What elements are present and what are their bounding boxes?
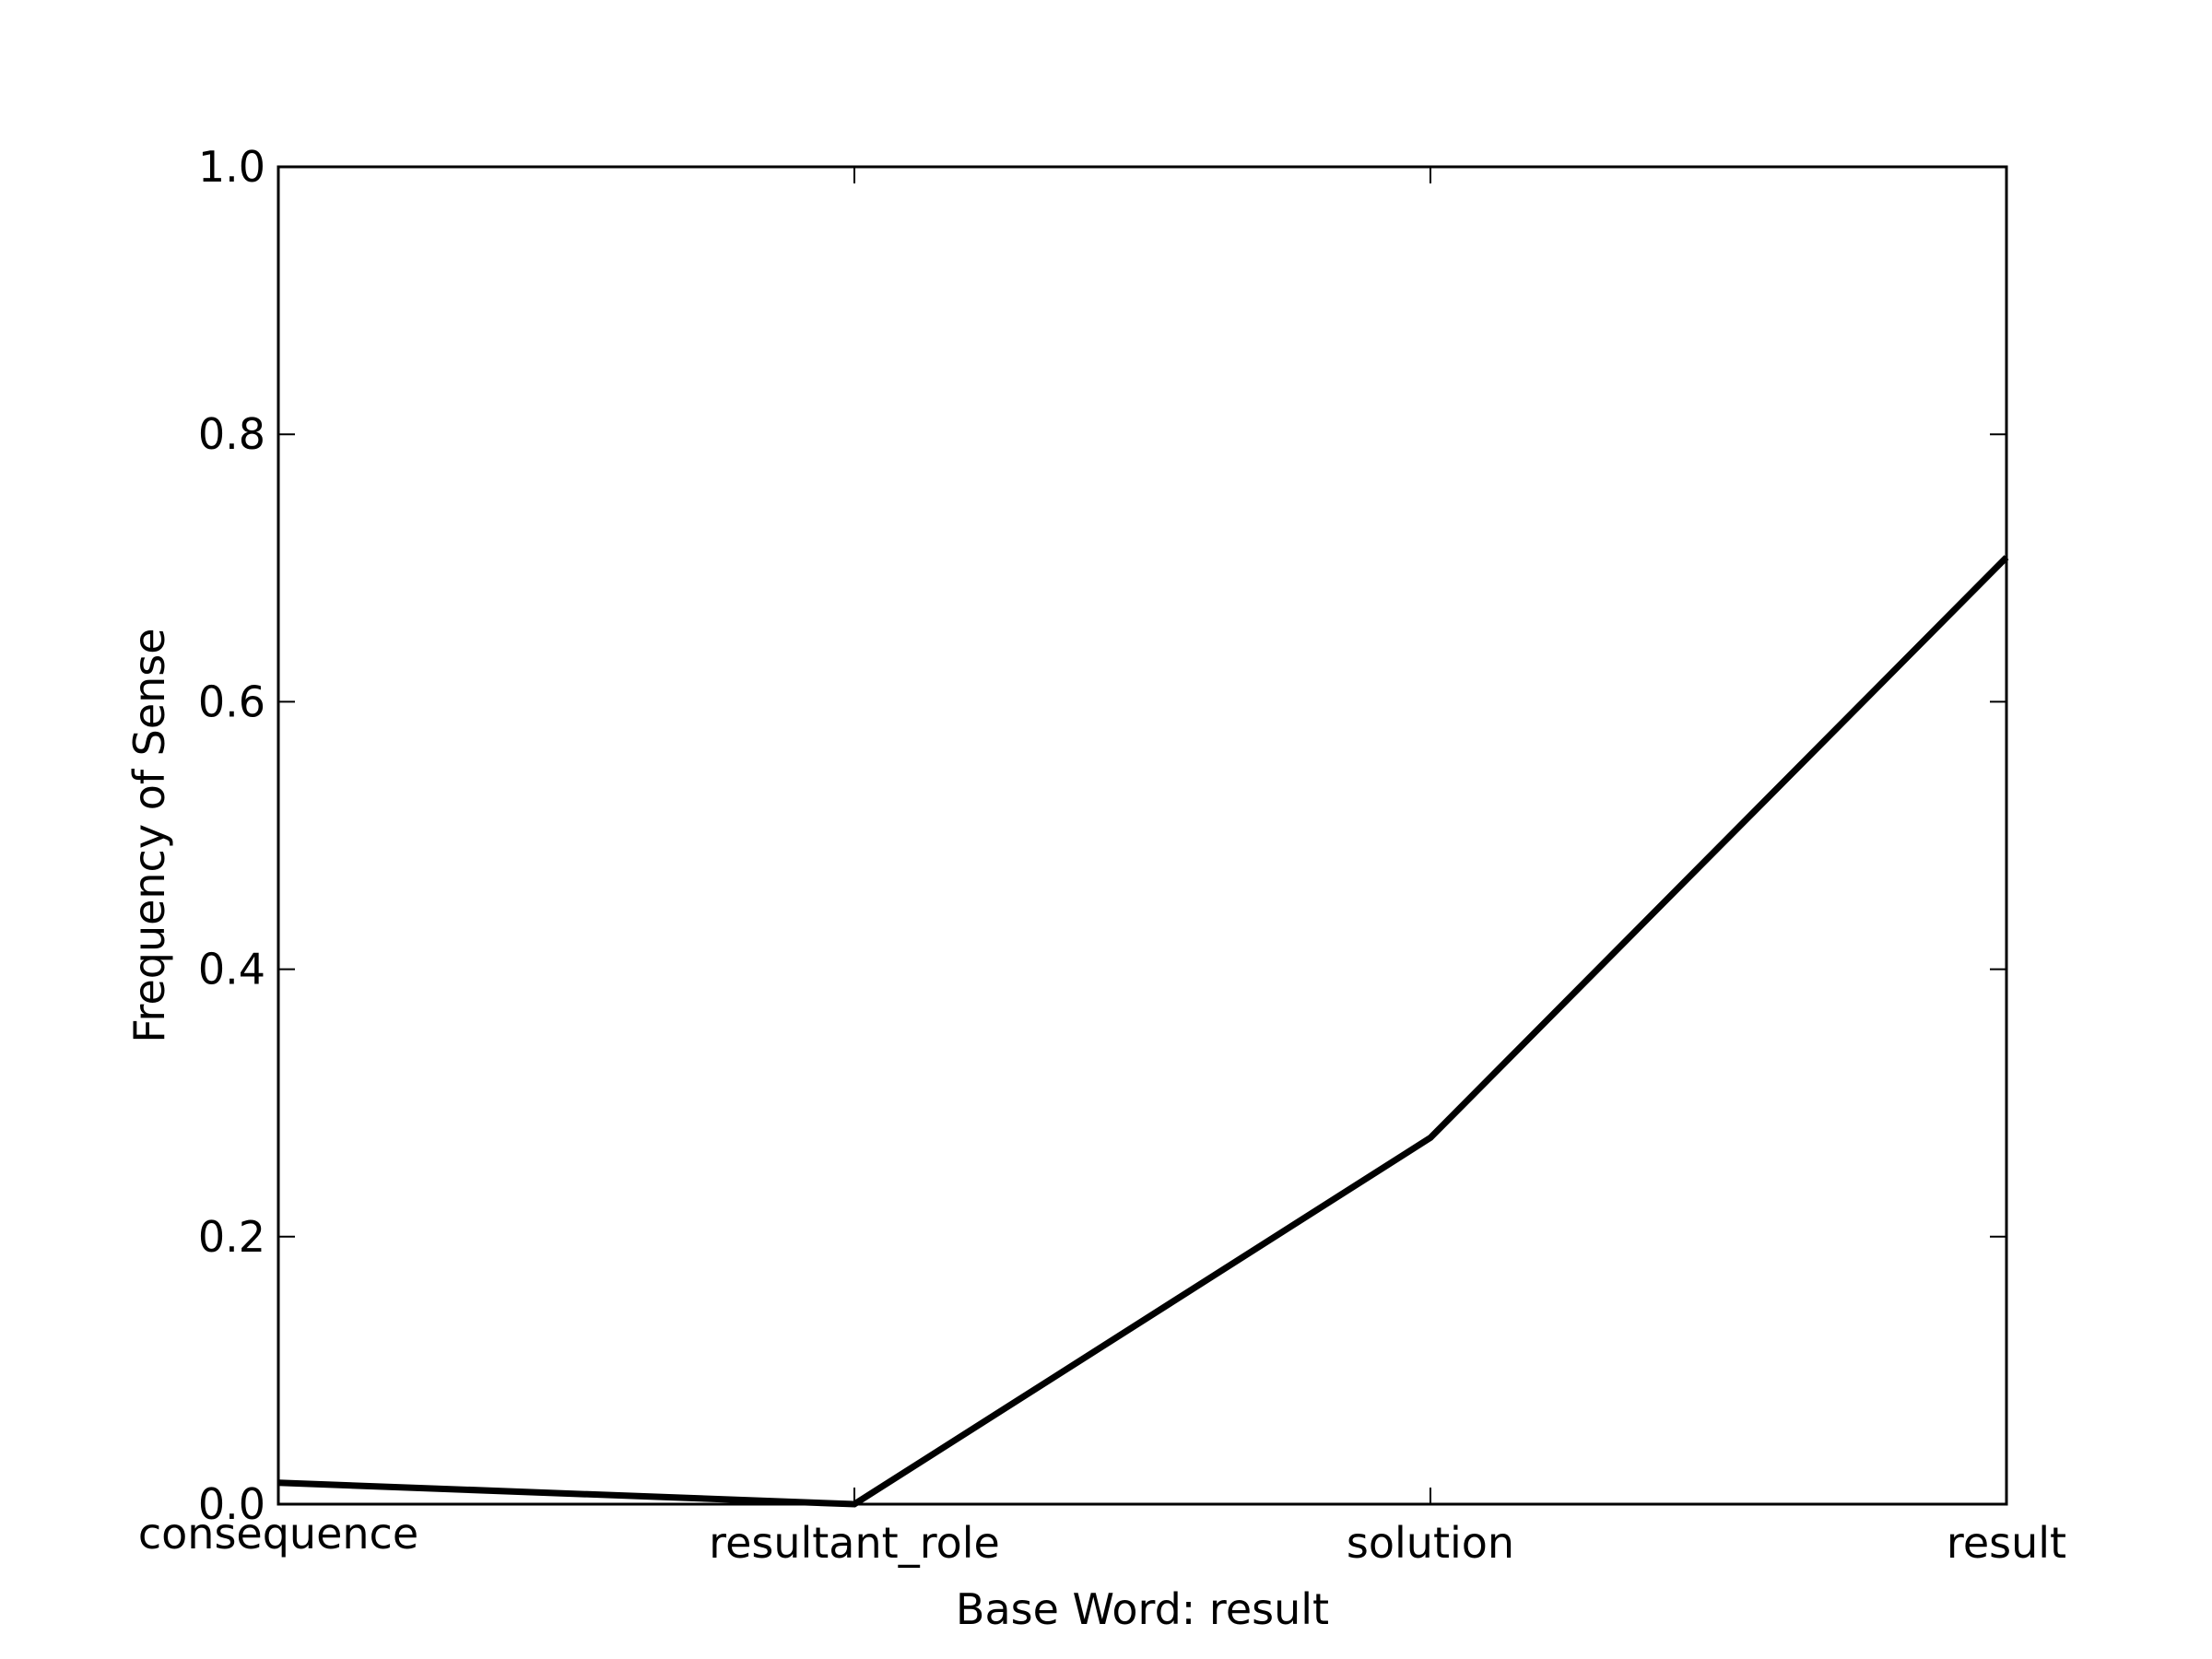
y-tick-label: 0.6: [198, 677, 265, 726]
y-tick-label: 0.8: [198, 409, 265, 459]
y-tick-label: 0.2: [198, 1212, 265, 1262]
x-tick-labels: consequence resultant_role solution result: [138, 1509, 2066, 1568]
x-tick-label: consequence: [138, 1509, 418, 1559]
plot-frame: [276, 165, 2008, 1506]
series-line: [277, 555, 2009, 1508]
x-tick-label: resultant_role: [709, 1518, 1000, 1568]
y-tick-label: 0.4: [198, 945, 265, 994]
x-tick-label: solution: [1347, 1518, 1514, 1568]
y-tick-label: 0.0: [198, 1479, 265, 1529]
y-tick-label: 1.0: [198, 142, 265, 192]
y-tick-labels: 0.0 0.2 0.4 0.6 0.8 1.0: [198, 142, 265, 1529]
x-axis-label: Base Word: result: [956, 1584, 1329, 1634]
x-tick-label: result: [1947, 1518, 2066, 1568]
tick-marks: [277, 166, 2007, 1505]
y-axis-label: Frequency of Sense: [124, 628, 174, 1042]
series-layer: [277, 555, 2009, 1508]
